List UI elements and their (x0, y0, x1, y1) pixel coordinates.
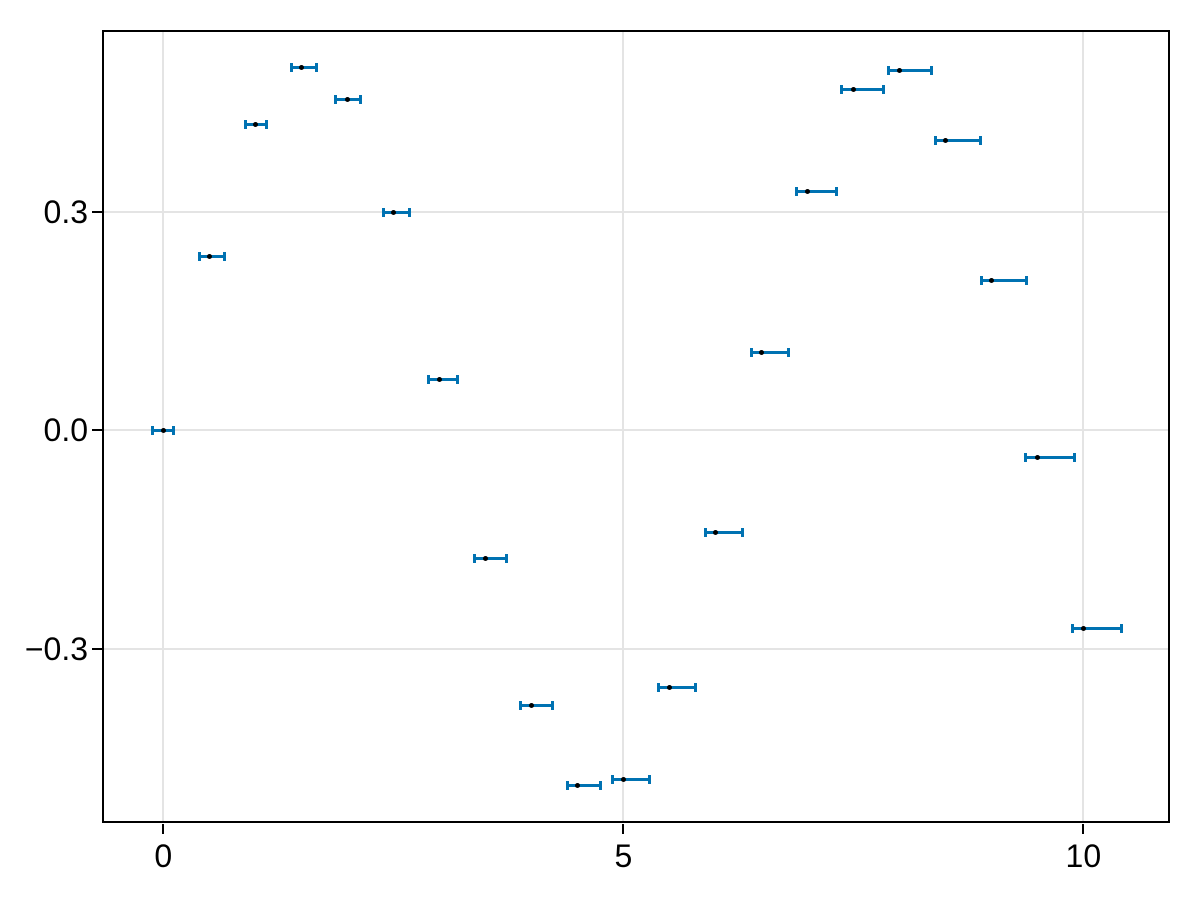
error-bar (888, 69, 932, 73)
error-bar-cap-right (598, 781, 602, 791)
error-bar-cap-right (222, 251, 226, 261)
vertical-gridline (162, 32, 165, 821)
x-axis-tick-label: 10 (1065, 838, 1102, 874)
data-point-marker (528, 703, 534, 709)
x-axis-tick-label: 0 (154, 838, 173, 874)
error-bar-cap-left (565, 781, 569, 791)
error-bar-cap-left (472, 553, 476, 563)
error-bar-cap-right (740, 527, 744, 537)
error-bar-cap-right (1025, 276, 1029, 286)
data-point-marker (252, 122, 258, 128)
error-bar-cap-left (197, 251, 201, 261)
y-axis-tick-label: −0.3 (24, 630, 88, 667)
data-point-marker (712, 529, 718, 535)
error-bar-cap-left (749, 347, 753, 357)
error-bar-cap-left (381, 208, 385, 218)
error-bar-cap-left (1024, 453, 1028, 463)
error-bar (612, 777, 650, 781)
data-point-marker (988, 278, 994, 284)
error-bar-cap-right (456, 374, 460, 384)
error-bar (796, 190, 837, 194)
horizontal-gridline (104, 429, 1168, 432)
data-point-marker (850, 86, 856, 92)
data-point-marker (666, 684, 672, 690)
y-axis-tick (91, 429, 102, 432)
error-bar-cap-right (787, 347, 791, 357)
error-bar (1025, 456, 1075, 460)
data-point-marker (160, 427, 166, 433)
data-point-marker (574, 783, 580, 789)
error-bar-cap-left (979, 276, 983, 286)
data-point-marker (896, 68, 902, 74)
error-bar-cap-right (835, 187, 839, 197)
plot-background (104, 32, 1168, 821)
x-axis-tick (162, 823, 165, 834)
y-axis-tick-label: 0.3 (43, 194, 88, 231)
error-bar-cap-left (334, 95, 338, 105)
error-bar (841, 87, 884, 91)
error-bar-cap-right (358, 95, 362, 105)
error-bar-cap-right (1120, 623, 1124, 633)
error-bar (428, 377, 458, 381)
error-bar (1072, 626, 1122, 630)
data-point-marker (620, 776, 626, 782)
x-axis-tick (622, 823, 625, 834)
horizontal-gridline (104, 211, 1168, 214)
error-bar (474, 556, 507, 560)
data-point-marker (390, 210, 396, 216)
error-bar-cap-left (886, 66, 890, 76)
y-axis-tick (91, 211, 102, 214)
error-bar (705, 530, 743, 534)
data-point-marker (482, 555, 488, 561)
error-bar-cap-left (703, 527, 707, 537)
error-bar-cap-right (930, 66, 934, 76)
error-bar (658, 685, 696, 689)
error-bar (981, 279, 1027, 283)
error-bar-cap-left (794, 187, 798, 197)
error-bar-cap-right (693, 682, 697, 692)
error-bar-cap-right (1072, 453, 1076, 463)
error-bar-cap-left (933, 135, 937, 145)
x-axis-tick (1082, 823, 1085, 834)
y-axis-tick (91, 647, 102, 650)
error-bar (567, 784, 601, 788)
x-axis-tick-label: 5 (614, 838, 633, 874)
data-point-marker (436, 376, 442, 382)
error-bar (751, 350, 789, 354)
vertical-gridline (622, 32, 625, 821)
error-bar-cap-left (151, 425, 155, 435)
data-point-marker (298, 65, 304, 71)
error-bar-cap-right (978, 135, 982, 145)
error-bar-cap-left (426, 374, 430, 384)
error-bar-cap-right (171, 425, 175, 435)
error-bar-cap-right (647, 774, 651, 784)
data-point-marker (1080, 625, 1086, 631)
data-point-marker (758, 349, 764, 355)
error-bar-cap-right (881, 84, 885, 94)
error-bar-cap-left (243, 120, 247, 130)
data-point-marker (206, 253, 212, 259)
error-bar (383, 211, 410, 215)
error-bar-cap-right (408, 208, 412, 218)
error-bar-cap-right (504, 553, 508, 563)
data-point-marker (942, 137, 948, 143)
error-bar-cap-right (265, 120, 269, 130)
error-bar (935, 138, 981, 142)
data-point-marker (1034, 455, 1040, 461)
error-bar-cap-left (518, 701, 522, 711)
error-bar-cap-left (289, 63, 293, 73)
vertical-gridline (1082, 32, 1085, 821)
data-point-marker (804, 189, 810, 195)
error-bar-cap-left (656, 682, 660, 692)
error-bar-cap-left (610, 774, 614, 784)
error-bar-cap-right (314, 63, 318, 73)
error-bar (520, 704, 553, 708)
y-axis-tick-label: 0.0 (43, 412, 88, 449)
error-bar-cap-left (1070, 623, 1074, 633)
horizontal-gridline (104, 647, 1168, 650)
error-bar-cap-left (840, 84, 844, 94)
data-point-marker (344, 97, 350, 103)
error-bar-cap-right (550, 701, 554, 711)
